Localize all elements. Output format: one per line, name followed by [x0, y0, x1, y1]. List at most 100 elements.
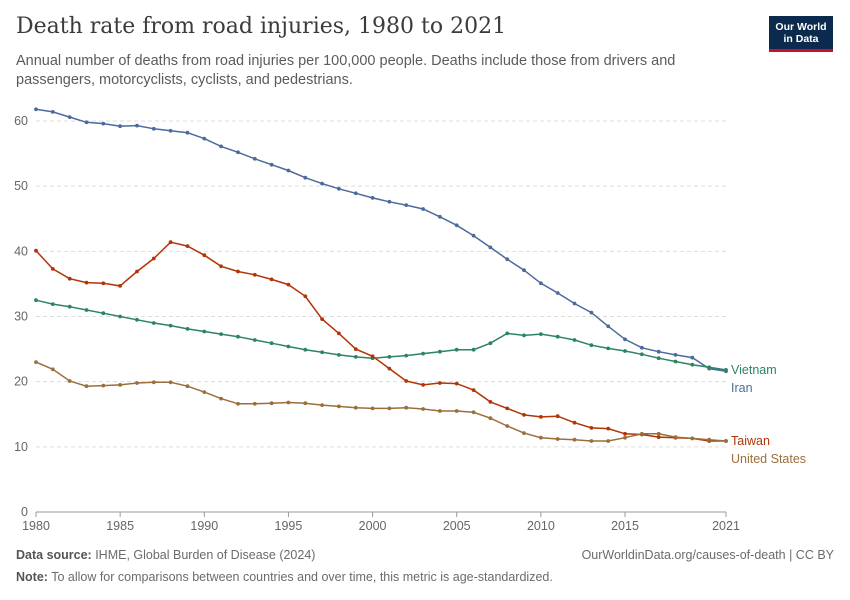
- data-point: [202, 329, 207, 334]
- data-point: [404, 379, 409, 383]
- data-point: [84, 280, 89, 285]
- data-point: [236, 334, 240, 339]
- y-tick-label: 30: [14, 310, 28, 324]
- data-point: [135, 317, 139, 322]
- data-point: [320, 350, 324, 355]
- data-point: [67, 276, 72, 281]
- data-point: [303, 347, 308, 352]
- data-point: [404, 203, 409, 208]
- data-point: [50, 110, 55, 114]
- data-point: [438, 214, 442, 219]
- series-line-iran: [35, 108, 727, 372]
- chart-subtitle: Annual number of deaths from road injuri…: [16, 53, 676, 88]
- data-point: [101, 383, 106, 388]
- y-tick-label: 0: [21, 505, 28, 519]
- data-point: [101, 311, 106, 316]
- data-point: [471, 410, 476, 415]
- data-point: [185, 244, 190, 249]
- data-point: [555, 291, 560, 295]
- data-point: [320, 181, 324, 186]
- data-point: [135, 381, 139, 385]
- y-tick-label: 20: [14, 375, 28, 389]
- data-point: [151, 380, 156, 385]
- data-point: [269, 162, 274, 167]
- x-tick-label: 1985: [106, 519, 134, 533]
- series-label: Taiwan: [731, 434, 770, 448]
- data-point: [539, 332, 543, 336]
- x-tick-label: 1980: [22, 519, 50, 533]
- data-point: [589, 343, 594, 348]
- data-point: [606, 426, 611, 431]
- data-point: [555, 334, 560, 339]
- data-point: [724, 368, 728, 372]
- data-point: [269, 341, 274, 346]
- data-point: [623, 337, 627, 342]
- data-point: [589, 310, 594, 315]
- data-point: [353, 347, 358, 351]
- data-point: [101, 281, 106, 286]
- data-point: [572, 301, 577, 306]
- data-point: [34, 298, 38, 303]
- y-tick-label: 60: [14, 114, 28, 128]
- data-point: [438, 381, 442, 385]
- data-point: [707, 437, 712, 442]
- data-point: [101, 121, 106, 126]
- source-link[interactable]: OurWorldinData.org/causes-of-death | CC …: [581, 548, 834, 562]
- data-point: [252, 156, 257, 161]
- note-label: Note:: [16, 570, 48, 584]
- data-point: [555, 437, 560, 441]
- data-point: [454, 381, 459, 386]
- data-source: Data source: IHME, Global Burden of Dise…: [16, 548, 315, 562]
- data-point: [135, 269, 139, 274]
- data-point: [219, 264, 224, 269]
- data-point: [202, 390, 207, 394]
- data-point: [522, 333, 526, 338]
- data-point: [337, 353, 341, 357]
- chart-title: Death rate from road injuries, 1980 to 2…: [16, 14, 507, 39]
- data-point: [438, 409, 442, 413]
- data-point: [50, 302, 55, 306]
- data-point: [656, 431, 661, 436]
- data-point: [185, 327, 190, 331]
- data-point: [589, 439, 594, 443]
- data-point: [353, 405, 358, 410]
- data-point: [370, 406, 375, 411]
- data-point: [67, 379, 72, 383]
- data-point: [67, 304, 72, 309]
- data-point: [50, 267, 55, 271]
- data-point: [454, 223, 459, 228]
- data-point: [387, 366, 392, 371]
- data-point: [168, 128, 173, 133]
- data-point: [252, 272, 257, 277]
- data-point: [623, 435, 627, 440]
- data-point: [454, 347, 459, 352]
- y-tick-label: 10: [14, 440, 28, 454]
- data-point: [151, 126, 156, 131]
- note-text: To allow for comparisons between countri…: [47, 570, 553, 584]
- data-point: [337, 404, 341, 409]
- series-label: United States: [731, 452, 806, 466]
- data-point: [505, 424, 510, 428]
- data-point: [488, 416, 493, 421]
- data-point: [539, 415, 543, 419]
- data-point: [219, 396, 224, 401]
- data-point: [370, 196, 375, 200]
- data-point: [471, 233, 476, 238]
- data-point: [286, 168, 291, 173]
- data-point: [640, 345, 644, 350]
- data-point: [673, 353, 678, 357]
- data-point: [707, 365, 712, 370]
- data-point: [690, 355, 695, 360]
- data-point: [84, 308, 89, 312]
- data-point: [168, 380, 173, 385]
- data-point: [353, 355, 358, 359]
- owid-logo[interactable]: Our World in Data: [769, 16, 833, 52]
- data-point: [269, 401, 274, 406]
- data-point: [353, 191, 358, 196]
- data-point: [34, 248, 38, 253]
- data-point: [337, 186, 341, 191]
- data-point: [219, 332, 224, 336]
- series-label: Iran: [731, 381, 753, 395]
- data-point: [522, 413, 526, 417]
- data-point: [724, 439, 728, 443]
